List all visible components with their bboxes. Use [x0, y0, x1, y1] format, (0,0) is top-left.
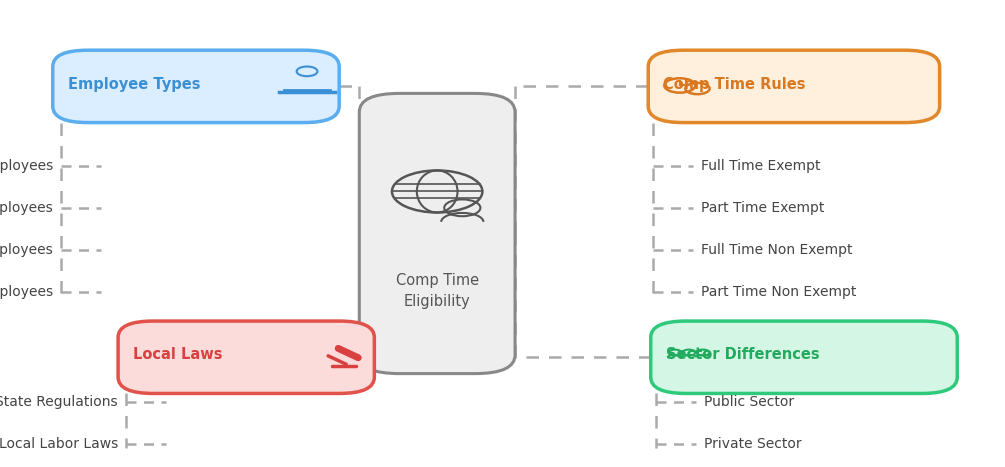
FancyBboxPatch shape [651, 321, 958, 393]
Text: Comp Time
Eligibility: Comp Time Eligibility [396, 273, 478, 309]
Text: Hourly Employees: Hourly Employees [0, 243, 53, 257]
Text: Full Time Exempt: Full Time Exempt [701, 159, 821, 173]
FancyBboxPatch shape [360, 93, 515, 374]
FancyBboxPatch shape [648, 50, 940, 123]
Text: Local Labor Laws: Local Labor Laws [0, 437, 119, 451]
Text: State Regulations: State Regulations [0, 395, 119, 409]
FancyBboxPatch shape [53, 50, 340, 123]
Text: Comp Time Rules: Comp Time Rules [663, 77, 806, 92]
Text: Part Time Exempt: Part Time Exempt [701, 201, 825, 215]
Text: Employee Types: Employee Types [68, 77, 200, 92]
Text: Exempt Employees: Exempt Employees [0, 159, 53, 173]
Text: Non-Exempt Employees: Non-Exempt Employees [0, 201, 53, 215]
FancyBboxPatch shape [119, 321, 375, 393]
Text: Full Time Non Exempt: Full Time Non Exempt [701, 243, 853, 257]
Text: Public Sector: Public Sector [705, 395, 794, 409]
Text: Local Laws: Local Laws [133, 347, 223, 362]
Text: Part Time Non Exempt: Part Time Non Exempt [701, 285, 857, 299]
Text: Sector Differences: Sector Differences [666, 347, 819, 362]
Text: Salaried Employees: Salaried Employees [0, 285, 53, 299]
Text: Private Sector: Private Sector [705, 437, 802, 451]
